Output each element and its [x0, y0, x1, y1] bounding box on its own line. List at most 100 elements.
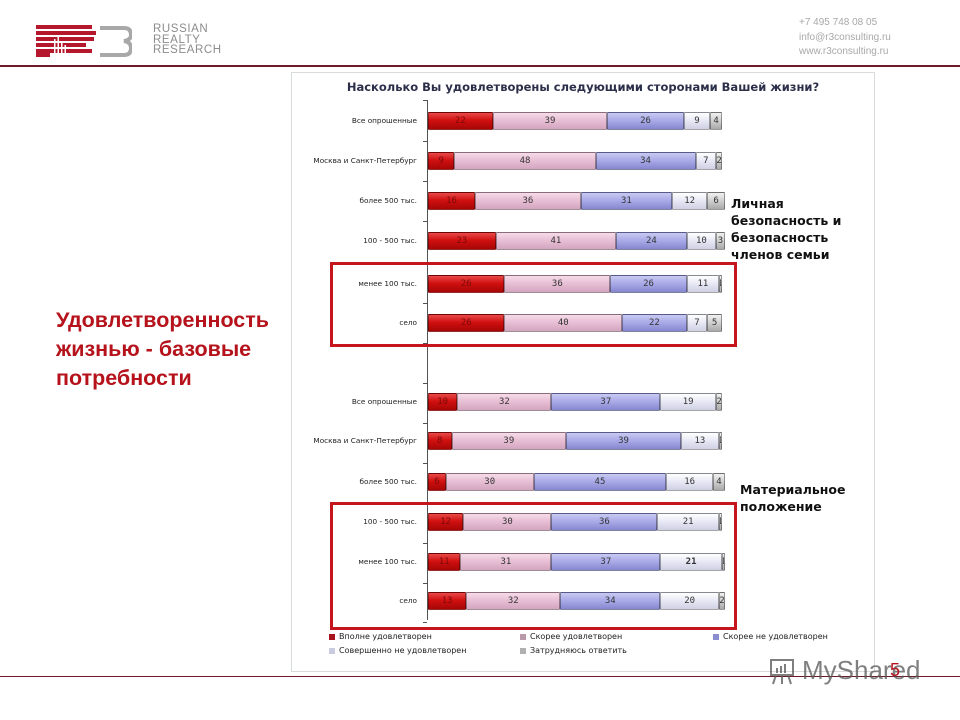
bar-segment: 22	[428, 112, 493, 130]
watermark-text: MyShared	[802, 655, 921, 685]
stacked-bar: 13 32 34 20 2	[428, 592, 725, 610]
legend-label: Скорее не удовлетворен	[723, 632, 828, 641]
bar-segment: 6	[428, 473, 446, 491]
logo-line-2: REALTY	[153, 33, 201, 46]
bar-segment: 21	[660, 553, 722, 571]
category-label: более 500 тыс.	[359, 477, 417, 486]
bar-segment: 2	[719, 592, 725, 610]
email-address[interactable]: info@r3consulting.ru	[799, 31, 891, 43]
category-label: село	[399, 596, 417, 605]
legend-item: Скорее удовлетворен	[520, 632, 622, 641]
axis-tick	[423, 343, 427, 344]
bar-segment: 10	[686, 232, 717, 250]
bar-segment: 36	[504, 275, 611, 293]
bar-segment: 40	[504, 314, 623, 332]
bar-segment: 26	[607, 112, 684, 130]
legend-label: Совершенно не удовлетворен	[339, 646, 467, 655]
bar-segment: 10	[428, 393, 458, 411]
annotation-line: безопасность	[731, 230, 829, 245]
logo-line-3: RESEARCH	[153, 44, 222, 56]
footer-divider	[0, 676, 960, 677]
axis-tick	[423, 100, 427, 101]
bar-segment: 31	[460, 553, 552, 571]
category-label: менее 100 тыс.	[358, 279, 417, 288]
chart-title: Насколько Вы удовлетворены следующими ст…	[346, 80, 820, 94]
chart-frame	[291, 72, 875, 672]
axis-tick	[423, 303, 427, 304]
website-link[interactable]: www.r3consulting.ru	[799, 46, 889, 57]
bar-segment: 32	[457, 393, 552, 411]
axis-tick	[423, 383, 427, 384]
category-label: Москва и Санкт-Петербург	[313, 156, 417, 165]
axis-tick	[423, 622, 427, 623]
slide-title-line: потребности	[56, 366, 192, 390]
bar-segment: 4	[713, 473, 725, 491]
category-label: 100 - 500 тыс.	[363, 517, 417, 526]
axis-tick	[423, 221, 427, 222]
bar-segment: 36	[551, 513, 658, 531]
axis-tick	[423, 181, 427, 182]
bar-segment: 16	[428, 192, 476, 210]
legend-label: Скорее удовлетворен	[530, 632, 623, 641]
bar-segment: 13	[680, 432, 720, 450]
axis-tick	[423, 423, 427, 424]
stacked-bar: 23 41 24 10 3	[428, 232, 725, 250]
bar-segment: 39	[492, 112, 608, 130]
highlight-box-group1	[330, 262, 737, 347]
annotation-line: Материальное	[740, 482, 846, 497]
bar-segment: 26	[610, 275, 687, 293]
watermark: MyShared	[768, 655, 921, 686]
bar-segment: 34	[560, 592, 661, 610]
legend-item: Вполне удовлетворен	[329, 632, 432, 641]
bar-segment: 13	[428, 592, 467, 610]
legend-swatch-icon	[329, 633, 335, 640]
bar-segment: 26	[428, 275, 505, 293]
axis-tick	[423, 141, 427, 142]
bar-segment: 19	[660, 393, 717, 411]
category-label: Все опрошенные	[351, 116, 417, 125]
legend-swatch-icon	[713, 633, 719, 640]
stacked-bar: 26 40 22 7 5	[428, 314, 722, 332]
slide-title-line: Удовлетворенность	[56, 308, 269, 332]
stacked-bar: 16 36 31 12 6	[428, 192, 725, 210]
axis-tick	[423, 583, 427, 584]
stacked-bar: 9 48 34 7 2	[428, 152, 722, 170]
group2-annotation: Материальное положение	[740, 481, 846, 515]
bar-segment: 32	[466, 592, 561, 610]
bar-segment: 36	[475, 192, 581, 210]
page-number: 5	[890, 660, 901, 680]
stacked-bar: 263626111	[428, 275, 722, 293]
bar-segment: 37	[551, 393, 661, 411]
bar-segment: 2	[716, 152, 722, 170]
bar-segment: 21	[657, 513, 720, 531]
annotation-line: безопасность и	[731, 213, 842, 228]
bar-segment: 31	[580, 192, 672, 210]
bar-segment: 37	[551, 553, 661, 571]
phone-number: +7 495 748 08 05	[799, 17, 878, 28]
axis-tick	[423, 463, 427, 464]
bar-segment: 9	[428, 152, 455, 170]
category-label: менее 100 тыс.	[358, 557, 417, 566]
stacked-bar: 6 30 45 16 4	[428, 473, 725, 491]
bar-segment: 24	[616, 232, 687, 250]
category-label: более 500 тыс.	[359, 196, 417, 205]
bar-segment: 23	[428, 232, 496, 250]
stacked-bar: 123036211	[428, 513, 722, 531]
company-name: RUSSIAN REALTY RESEARCH	[153, 24, 222, 56]
bar-segment: 12	[428, 513, 464, 531]
bar-segment: 30	[463, 513, 552, 531]
highlight-box-group2	[330, 502, 737, 630]
r3-logo-icon	[36, 25, 132, 57]
bar-segment: 7	[695, 152, 717, 170]
axis-tick	[423, 543, 427, 544]
bar-segment: 8	[428, 432, 452, 450]
bar-segment: 4	[710, 112, 722, 130]
legend-item: Скорее не удовлетворен	[713, 632, 828, 641]
bar-segment: 30	[445, 473, 534, 491]
bar-segment: 41	[495, 232, 617, 250]
bar-segment: 20	[660, 592, 720, 610]
legend-label: Затрудняюсь ответить	[530, 646, 627, 655]
bar-segment: 26	[428, 314, 505, 332]
bar-segment: 48	[454, 152, 596, 170]
legend-swatch-icon	[329, 647, 335, 654]
